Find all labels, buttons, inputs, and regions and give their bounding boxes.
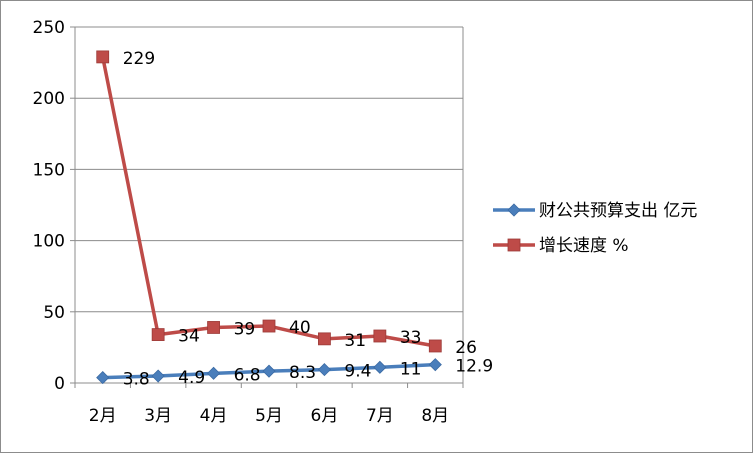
data-label: 34 [178, 327, 200, 347]
legend-marker-square [507, 238, 521, 252]
y-tick-label: 200 [33, 89, 65, 109]
data-point-square [262, 319, 276, 333]
y-tick-label: 0 [54, 374, 65, 394]
y-tick-label: 150 [33, 160, 65, 180]
x-tick-label: 4月 [200, 406, 228, 426]
data-point-square [207, 321, 220, 334]
data-point-square [428, 339, 442, 353]
data-label: 33 [400, 328, 422, 348]
y-tick-label: 100 [33, 232, 65, 252]
data-label: 229 [123, 49, 155, 69]
legend-label: 增长速度 % [539, 236, 629, 256]
data-point-square [373, 329, 387, 343]
data-point-diamond [96, 371, 110, 385]
series-2: 229 34 39 40 31 33 26 [96, 49, 477, 358]
legend-entry-2: 增长速度 % [493, 236, 629, 256]
series-1: 3.8 4.9 6.8 8.3 9.4 11 12.9 [96, 357, 493, 390]
data-label: 8.3 [289, 363, 316, 383]
x-tick-label: 8月 [421, 406, 449, 426]
data-label: 26 [455, 338, 477, 358]
x-tick-label: 7月 [366, 406, 394, 426]
y-tick-label: 250 [33, 18, 65, 38]
y-tick-label: 50 [43, 303, 65, 323]
data-point-square [151, 328, 165, 341]
data-label: 11 [400, 359, 422, 379]
y-axis-ticks: 0 50 100 150 200 250 [33, 18, 65, 394]
data-label: 6.8 [234, 365, 261, 385]
gridlines [75, 26, 463, 313]
data-label: 9.4 [344, 362, 371, 382]
data-point-diamond [262, 364, 276, 378]
x-tick-label: 3月 [144, 406, 172, 426]
axes [70, 26, 464, 388]
data-point-square [96, 50, 110, 64]
legend-entry-1: 财公共预算支出 亿元 [493, 201, 697, 221]
data-point-diamond [317, 363, 331, 377]
data-label: 4.9 [178, 368, 205, 388]
data-label: 39 [234, 319, 256, 339]
data-label: 31 [344, 331, 366, 351]
series-line [100, 56, 436, 348]
x-axis-ticks: 2月 3月 4月 5月 6月 7月 8月 [89, 406, 449, 426]
data-label: 12.9 [455, 357, 493, 377]
x-tick-label: 6月 [311, 406, 339, 426]
data-label: 40 [289, 318, 311, 338]
data-point-diamond [207, 366, 221, 380]
series-group: 3.8 4.9 6.8 8.3 9.4 11 12.9 229 34 39 40 31 33 26 [96, 49, 493, 390]
data-point-square [318, 332, 331, 346]
x-tick-label: 2月 [89, 406, 117, 426]
legend-marker-diamond [507, 203, 521, 217]
data-point-diamond [151, 369, 165, 383]
x-tick-label: 5月 [255, 406, 283, 426]
legend-label: 财公共预算支出 亿元 [539, 201, 697, 221]
data-point-diamond [428, 358, 442, 372]
data-point-diamond [373, 360, 387, 374]
data-label: 3.8 [123, 370, 150, 390]
